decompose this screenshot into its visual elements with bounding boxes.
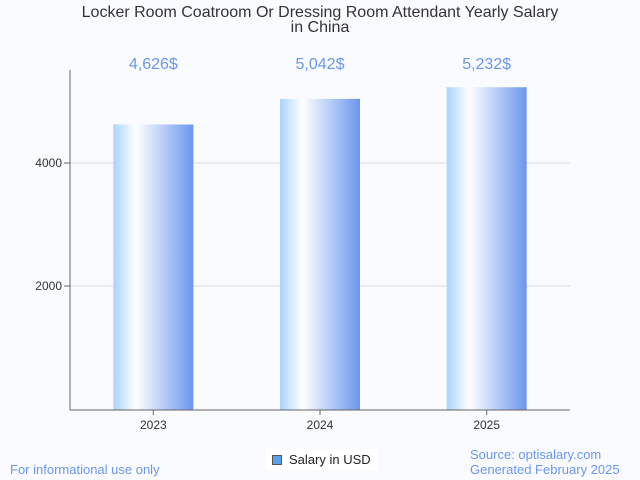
generated-date: Generated February 2025 [470,462,620,477]
chart-title-line-1: Locker Room Coatroom Or Dressing Room At… [81,4,559,21]
legend-label: Salary in USD [289,452,371,467]
chart-title-line-2: in China [290,19,350,36]
source-link[interactable]: Source: optisalary.com [470,447,602,462]
data-label: 5,042$ [296,56,345,73]
y-tick-label: 4000 [35,156,62,170]
bar-2023 [113,124,194,410]
y-tick-label: 2000 [35,279,62,293]
x-tick-label: 2023 [140,418,167,432]
x-tick-label: 2024 [307,418,334,432]
data-label: 4,626$ [129,56,178,73]
legend-swatch [272,454,282,465]
disclaimer: For informational use only [10,462,160,477]
legend: Salary in USD [266,449,377,470]
data-label: 5,232$ [462,56,511,73]
bar-2024 [280,98,360,411]
x-tick-label: 2025 [473,418,500,432]
bar-2025 [446,87,527,410]
